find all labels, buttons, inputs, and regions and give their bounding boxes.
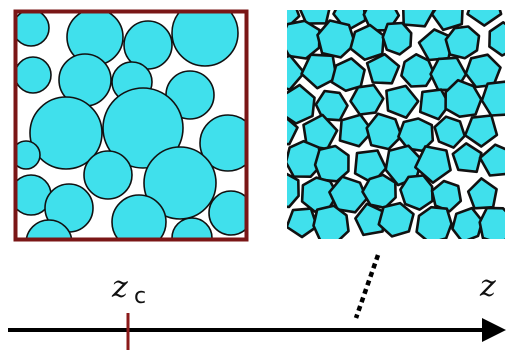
foam-cell (287, 83, 316, 125)
foam-cell (413, 145, 452, 184)
foam-cell (466, 177, 498, 210)
bubble (17, 13, 50, 47)
foam-cell (316, 19, 357, 59)
foam-cell (287, 207, 319, 239)
bubble (83, 150, 133, 200)
bubble (171, 217, 213, 238)
bubble (143, 146, 217, 220)
bubble (17, 56, 52, 94)
dotted-connector (353, 254, 381, 319)
foam-cell (287, 116, 299, 146)
left-panel-frame (13, 9, 249, 242)
foam-cell (287, 19, 321, 60)
bubble (199, 114, 245, 172)
bubble (111, 194, 167, 238)
foam-cell (478, 143, 505, 177)
foam-cell (385, 84, 420, 119)
foam-cell (381, 21, 413, 56)
foam-cell (478, 206, 505, 239)
z-axis (8, 313, 506, 350)
z-axis-label: z (479, 269, 496, 304)
foam-cell (463, 114, 499, 148)
foam-cell (312, 204, 350, 239)
bubble (29, 96, 103, 170)
foam-cell (430, 179, 463, 213)
foam-cell (365, 112, 403, 151)
foam-cells (287, 10, 505, 239)
foam-cell (400, 52, 436, 88)
foam-cell (415, 205, 453, 239)
foam-cell (353, 149, 388, 185)
foam-cell (354, 202, 386, 237)
bubble (102, 87, 184, 169)
foam-cell (430, 10, 464, 32)
foam-cell (433, 115, 467, 149)
zc-label-subscript: c (134, 284, 146, 309)
foam-cell (287, 139, 324, 178)
bubble (208, 190, 245, 236)
zc-label-base: z (111, 270, 128, 305)
foam-cell (488, 20, 505, 57)
bubble-circles (17, 13, 245, 238)
foam-cell (444, 25, 481, 60)
right-foam-panel (287, 10, 505, 239)
bubble (171, 13, 239, 67)
bubble (25, 219, 73, 238)
arrow-head-icon (482, 318, 506, 342)
left-bubble-panel (13, 9, 249, 242)
bubble (17, 140, 41, 170)
foam-cell (397, 117, 435, 153)
foam-cell (466, 10, 503, 27)
foam-cell (330, 57, 366, 93)
foam-cell (365, 52, 401, 85)
foam-cell (399, 174, 434, 211)
foam-cell (287, 172, 300, 209)
foam-cell (444, 78, 483, 118)
foam-cell (377, 201, 415, 238)
